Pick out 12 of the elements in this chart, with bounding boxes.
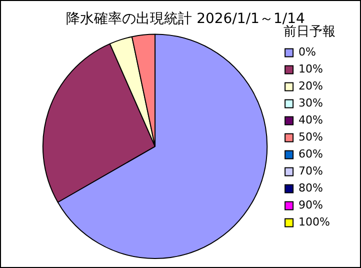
legend-title: 前日予報	[284, 24, 336, 40]
legend-label: 20%	[298, 80, 324, 93]
legend-label: 70%	[298, 164, 324, 178]
legend-label: 80%	[298, 182, 324, 195]
legend-label: 100%	[298, 216, 330, 229]
legend-label: 0%	[298, 46, 316, 59]
legend-label: 50%	[298, 130, 324, 144]
legend-label: 90%	[298, 198, 324, 212]
legend-label: 40%	[298, 114, 324, 127]
legend-label: 30%	[298, 96, 324, 110]
legend-label: 10%	[298, 62, 324, 76]
legend-label: 60%	[298, 148, 324, 161]
